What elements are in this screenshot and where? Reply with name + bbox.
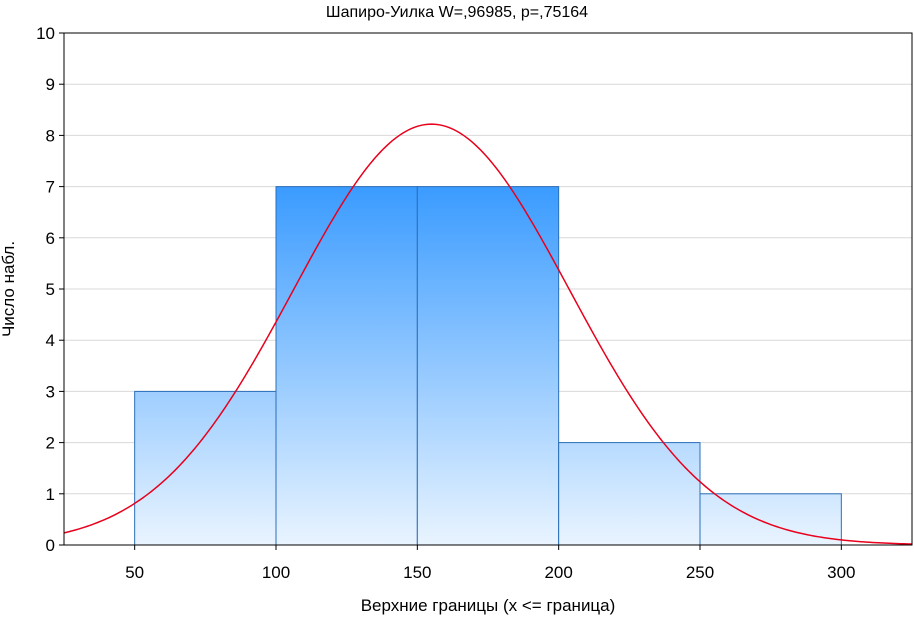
histogram-bar	[558, 442, 701, 546]
histogram-bars	[134, 186, 842, 546]
x-tick-label: 300	[827, 563, 855, 582]
x-tick-label: 250	[686, 563, 714, 582]
x-tick-label: 50	[125, 563, 144, 582]
y-axis-ticks: 0 1 2 3 4 5 6 7 8 9 10	[36, 24, 64, 555]
y-tick-label: 10	[36, 24, 55, 43]
y-tick-label: 9	[46, 75, 55, 94]
histogram-bar	[134, 390, 277, 546]
x-tick-label: 150	[403, 563, 431, 582]
y-tick-label: 3	[46, 382, 55, 401]
y-axis-title: Число набл.	[0, 241, 18, 337]
y-tick-label: 0	[46, 536, 55, 555]
x-axis-ticks: 50 100 150 200 250 300	[125, 545, 856, 582]
y-tick-label: 4	[46, 331, 55, 350]
y-tick-label: 5	[46, 280, 55, 299]
y-tick-label: 7	[46, 178, 55, 197]
y-tick-label: 1	[46, 485, 55, 504]
y-tick-label: 8	[46, 126, 55, 145]
histogram-bar	[275, 186, 418, 546]
x-axis-title: Верхние границы (x <= граница)	[361, 596, 616, 615]
x-tick-label: 200	[544, 563, 572, 582]
histogram-bar	[416, 186, 560, 546]
chart-title: Шапиро-Уилка W=,96985, p=,75164	[326, 4, 588, 21]
y-tick-label: 2	[46, 434, 55, 453]
x-tick-label: 100	[262, 563, 290, 582]
normal-curve	[63, 123, 913, 545]
y-tick-label: 6	[46, 229, 55, 248]
